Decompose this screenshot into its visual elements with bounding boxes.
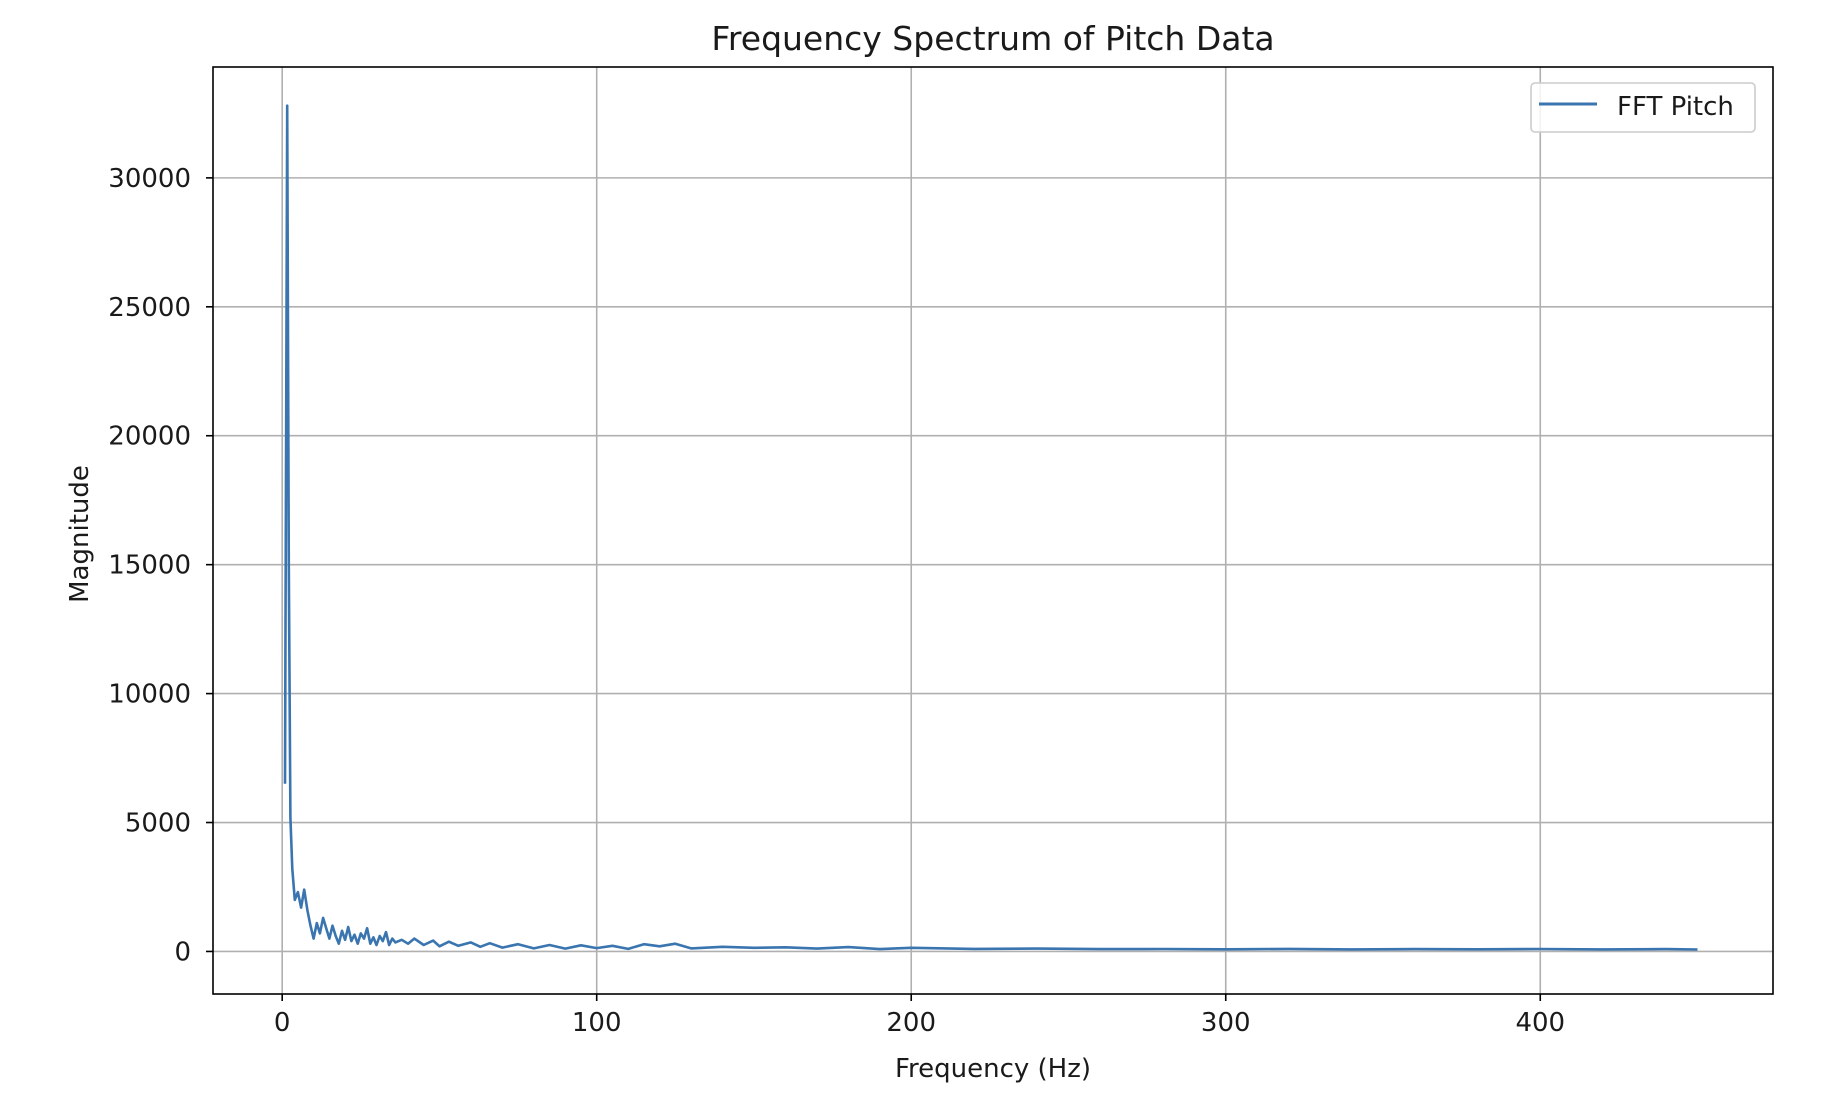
y-tick-label-25000: 25000: [108, 293, 191, 323]
series-layer: [283, 104, 1698, 951]
x-tick-label-400: 400: [1515, 1008, 1565, 1038]
series-line-fft-pitch: [283, 104, 1698, 951]
chart-title: Frequency Spectrum of Pitch Data: [711, 19, 1274, 58]
x-axis-label: Frequency (Hz): [895, 1054, 1091, 1084]
y-tick-label-20000: 20000: [108, 422, 191, 452]
y-tick-label-15000: 15000: [108, 551, 191, 581]
legend-box: [1530, 82, 1756, 133]
plot-frame: [212, 66, 1774, 995]
grid: [213, 67, 1773, 994]
y-tick-label-10000: 10000: [108, 680, 191, 710]
y-axis-label: Magnitude: [65, 465, 95, 603]
plot-area: [213, 67, 1773, 994]
y-axis-ticks: 0 5000 10000 15000 20000 25000 30000: [108, 164, 213, 967]
y-tick-label-30000: 30000: [108, 164, 191, 194]
x-tick-label-100: 100: [572, 1008, 622, 1038]
y-tick-label-5000: 5000: [125, 809, 191, 839]
legend-label-fft-pitch: FFT Pitch: [1617, 92, 1734, 122]
legend: FFT Pitch: [1530, 82, 1756, 133]
x-axis-ticks: 0 100 200 300 400: [274, 994, 1565, 1038]
x-tick-label-200: 200: [886, 1008, 936, 1038]
x-tick-label-300: 300: [1201, 1008, 1251, 1038]
x-tick-label-0: 0: [274, 1008, 291, 1038]
y-tick-label-0: 0: [174, 937, 191, 967]
